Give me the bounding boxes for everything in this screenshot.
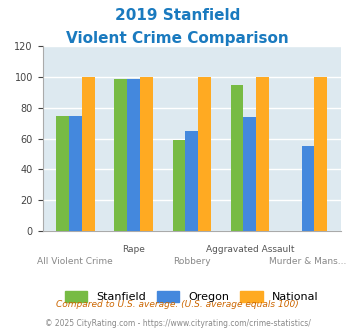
Text: Robbery: Robbery — [173, 257, 211, 266]
Text: Compared to U.S. average. (U.S. average equals 100): Compared to U.S. average. (U.S. average … — [56, 300, 299, 309]
Text: Aggravated Assault: Aggravated Assault — [206, 245, 294, 254]
Bar — [315, 77, 327, 231]
Bar — [127, 79, 140, 231]
Bar — [302, 146, 315, 231]
Text: Violent Crime Comparison: Violent Crime Comparison — [66, 31, 289, 46]
Text: Rape: Rape — [122, 245, 145, 254]
Text: 2019 Stanfield: 2019 Stanfield — [115, 8, 240, 23]
Legend: Stanfield, Oregon, National: Stanfield, Oregon, National — [61, 286, 323, 307]
Bar — [256, 77, 269, 231]
Bar — [140, 77, 153, 231]
Bar — [185, 131, 198, 231]
Bar — [56, 115, 69, 231]
Bar — [114, 79, 127, 231]
Bar — [231, 85, 244, 231]
Bar — [244, 117, 256, 231]
Text: Murder & Mans...: Murder & Mans... — [269, 257, 347, 266]
Bar — [198, 77, 211, 231]
Bar — [82, 77, 94, 231]
Bar — [69, 115, 82, 231]
Text: © 2025 CityRating.com - https://www.cityrating.com/crime-statistics/: © 2025 CityRating.com - https://www.city… — [45, 319, 310, 328]
Text: All Violent Crime: All Violent Crime — [38, 257, 113, 266]
Bar — [173, 140, 185, 231]
